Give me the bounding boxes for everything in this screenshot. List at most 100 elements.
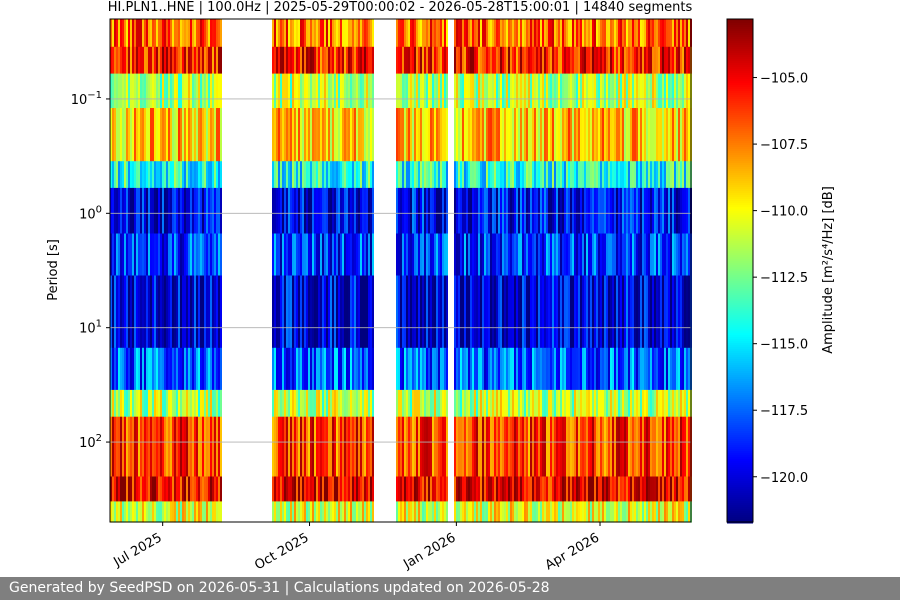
heatmap-cell: [612, 275, 614, 349]
heatmap-cell: [624, 347, 626, 391]
heatmap-cell: [204, 389, 206, 418]
heatmap-cell: [294, 347, 296, 391]
heatmap-cell: [402, 233, 404, 277]
heatmap-cell: [172, 389, 174, 418]
heatmap-cell: [430, 161, 432, 189]
colorbar-segment: [727, 139, 753, 142]
heatmap-cell: [560, 187, 562, 234]
colorbar-segment: [727, 475, 753, 478]
heatmap-cell: [636, 187, 638, 234]
heatmap-cell: [348, 233, 350, 277]
heatmap-cell: [288, 73, 290, 109]
heatmap-cell: [276, 19, 278, 48]
heatmap-cell: [312, 161, 314, 189]
heatmap-cell: [356, 275, 358, 349]
heatmap-cell: [410, 347, 412, 391]
heatmap-cell: [322, 46, 324, 75]
heatmap-cell: [486, 73, 488, 109]
heatmap-cell: [426, 46, 428, 75]
heatmap-cell: [186, 501, 188, 523]
heatmap-cell: [366, 73, 368, 109]
heatmap-cell: [474, 19, 476, 48]
heatmap-cell: [646, 476, 648, 502]
heatmap-cell: [190, 501, 192, 523]
heatmap-cell: [502, 416, 504, 478]
heatmap-cell: [594, 108, 596, 162]
heatmap-cell: [300, 73, 302, 109]
heatmap-cell: [634, 416, 636, 478]
heatmap-cell: [400, 389, 402, 418]
heatmap-cell: [350, 46, 352, 75]
heatmap-cell: [324, 389, 326, 418]
heatmap-cell: [184, 347, 186, 391]
heatmap-cell: [490, 46, 492, 75]
heatmap-cell: [446, 476, 448, 502]
heatmap-cell: [686, 161, 688, 189]
heatmap-cell: [604, 187, 606, 234]
heatmap-cell: [590, 161, 592, 189]
heatmap-cell: [116, 73, 118, 109]
heatmap-cell: [514, 347, 516, 391]
heatmap-cell: [132, 233, 134, 277]
heatmap-cell: [688, 46, 690, 75]
heatmap-cell: [328, 501, 330, 523]
heatmap-cell: [352, 501, 354, 523]
heatmap-cell: [308, 233, 310, 277]
heatmap-cell: [596, 233, 598, 277]
heatmap-cell: [482, 233, 484, 277]
heatmap-cell: [278, 108, 280, 162]
heatmap-cell: [482, 108, 484, 162]
heatmap-cell: [364, 187, 366, 234]
heatmap-cell: [192, 233, 194, 277]
heatmap-cell: [218, 108, 220, 162]
heatmap-cell: [632, 46, 634, 75]
heatmap-cell: [154, 187, 156, 234]
heatmap-cell: [154, 476, 156, 502]
heatmap-cell: [320, 108, 322, 162]
heatmap-cell: [366, 275, 368, 349]
heatmap-cell: [370, 347, 372, 391]
heatmap-cell: [500, 347, 502, 391]
heatmap-cell: [568, 501, 570, 523]
heatmap-cell: [474, 46, 476, 75]
heatmap-cell: [216, 275, 218, 349]
heatmap-cell: [522, 19, 524, 48]
heatmap-cell: [434, 161, 436, 189]
heatmap-cell: [596, 161, 598, 189]
heatmap-cell: [370, 389, 372, 418]
heatmap-cell: [532, 73, 534, 109]
heatmap-cell: [678, 46, 680, 75]
colorbar-segment: [727, 505, 753, 508]
heatmap-cell: [330, 161, 332, 189]
heatmap-cell: [666, 187, 668, 234]
heatmap-cell: [366, 416, 368, 478]
heatmap-cell: [528, 501, 530, 523]
heatmap-cell: [432, 46, 434, 75]
heatmap-cell: [414, 275, 416, 349]
heatmap-cell: [638, 347, 640, 391]
heatmap-cell: [476, 73, 478, 109]
heatmap-cell: [194, 73, 196, 109]
heatmap-cell: [356, 73, 358, 109]
heatmap-cell: [444, 187, 446, 234]
heatmap-cell: [460, 108, 462, 162]
heatmap-cell: [314, 389, 316, 418]
heatmap-cell: [196, 73, 198, 109]
heatmap-cell: [464, 389, 466, 418]
heatmap-cell: [208, 347, 210, 391]
colorbar-segment: [727, 107, 753, 110]
heatmap-cell: [552, 73, 554, 109]
heatmap-cell: [148, 73, 150, 109]
heatmap-cell: [312, 187, 314, 234]
heatmap-cell: [500, 416, 502, 478]
heatmap-cell: [116, 416, 118, 478]
heatmap-cell: [438, 19, 440, 48]
heatmap-cell: [406, 416, 408, 478]
heatmap-cell: [592, 347, 594, 391]
heatmap-cell: [138, 161, 140, 189]
heatmap-cell: [634, 73, 636, 109]
heatmap-cell: [420, 416, 422, 478]
heatmap-cell: [568, 476, 570, 502]
heatmap-cell: [356, 416, 358, 478]
heatmap-cell: [174, 275, 176, 349]
